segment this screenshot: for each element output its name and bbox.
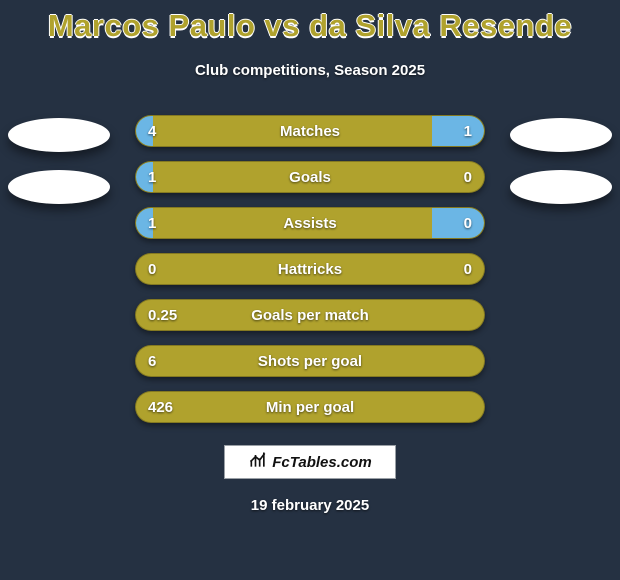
stat-value-right: 0 <box>464 254 472 285</box>
source-badge-text: FcTables.com <box>272 454 371 471</box>
chart-bars-icon <box>248 450 268 474</box>
subtitle: Club competitions, Season 2025 <box>0 62 620 79</box>
stat-row: 1Goals0 <box>135 161 485 193</box>
source-badge: FcTables.com <box>224 445 396 479</box>
stat-label: Shots per goal <box>136 346 484 377</box>
stat-value-right: 1 <box>464 116 472 147</box>
stat-row: 1Assists0 <box>135 207 485 239</box>
stat-row: 426Min per goal <box>135 391 485 423</box>
stats-bars: 4Matches11Goals01Assists00Hattricks00.25… <box>135 115 485 423</box>
stat-label: Min per goal <box>136 392 484 423</box>
player-avatar-right-2 <box>510 170 612 204</box>
page-title: Marcos Paulo vs da Silva Resende <box>0 0 620 44</box>
player-avatar-left-1 <box>8 118 110 152</box>
stat-label: Hattricks <box>136 254 484 285</box>
date-text: 19 february 2025 <box>0 497 620 514</box>
stat-label: Goals <box>136 162 484 193</box>
stat-row: 0.25Goals per match <box>135 299 485 331</box>
stat-label: Goals per match <box>136 300 484 331</box>
stat-label: Matches <box>136 116 484 147</box>
avatar-column-right <box>510 118 612 204</box>
stat-row: 4Matches1 <box>135 115 485 147</box>
player-avatar-left-2 <box>8 170 110 204</box>
player-avatar-right-1 <box>510 118 612 152</box>
stat-value-right: 0 <box>464 162 472 193</box>
stat-label: Assists <box>136 208 484 239</box>
stat-row: 0Hattricks0 <box>135 253 485 285</box>
stat-row: 6Shots per goal <box>135 345 485 377</box>
avatar-column-left <box>8 118 110 204</box>
stat-value-right: 0 <box>464 208 472 239</box>
